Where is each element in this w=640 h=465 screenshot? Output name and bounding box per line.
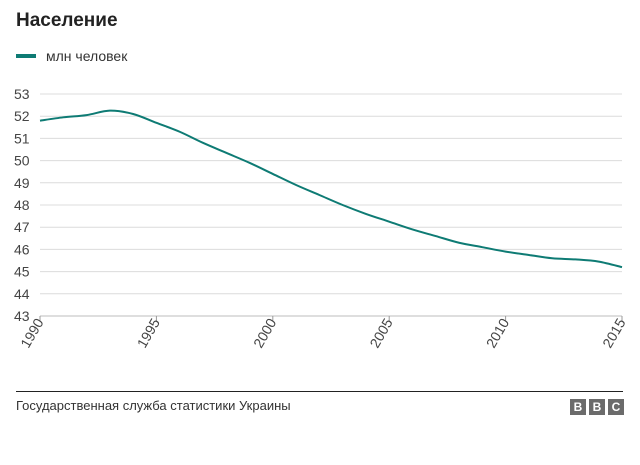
y-tick-label: 49 [14,175,30,191]
bbc-logo-letter-b1: B [570,399,586,415]
population-series-line [39,109,623,269]
y-tick-label: 43 [14,308,30,324]
y-tick-label: 46 [14,241,30,257]
y-tick-label: 48 [14,197,30,213]
bbc-logo: B B C [570,399,624,415]
y-tick-label: 47 [14,219,30,235]
y-tick-label: 51 [14,130,30,146]
legend: млн человек [16,48,127,64]
legend-swatch [16,54,36,58]
chart-title: Население [16,10,118,31]
footer-divider [16,391,623,392]
y-tick-label: 50 [14,153,30,169]
legend-label: млн человек [46,48,128,64]
y-tick-label: 52 [14,108,30,124]
x-tick-label: 2010 [483,315,513,350]
x-tick-label: 1995 [134,315,164,350]
y-tick-label: 44 [14,286,30,302]
bbc-logo-letter-b2: B [589,399,605,415]
y-tick-label: 53 [14,86,30,102]
x-tick-label: 2015 [599,315,629,350]
bbc-logo-letter-c: C [608,399,624,415]
x-tick-label: 2000 [250,315,280,350]
y-tick-label: 45 [14,264,30,280]
source-note: Государственная служба статистики Украин… [16,398,291,413]
x-tick-label: 2005 [366,315,396,350]
